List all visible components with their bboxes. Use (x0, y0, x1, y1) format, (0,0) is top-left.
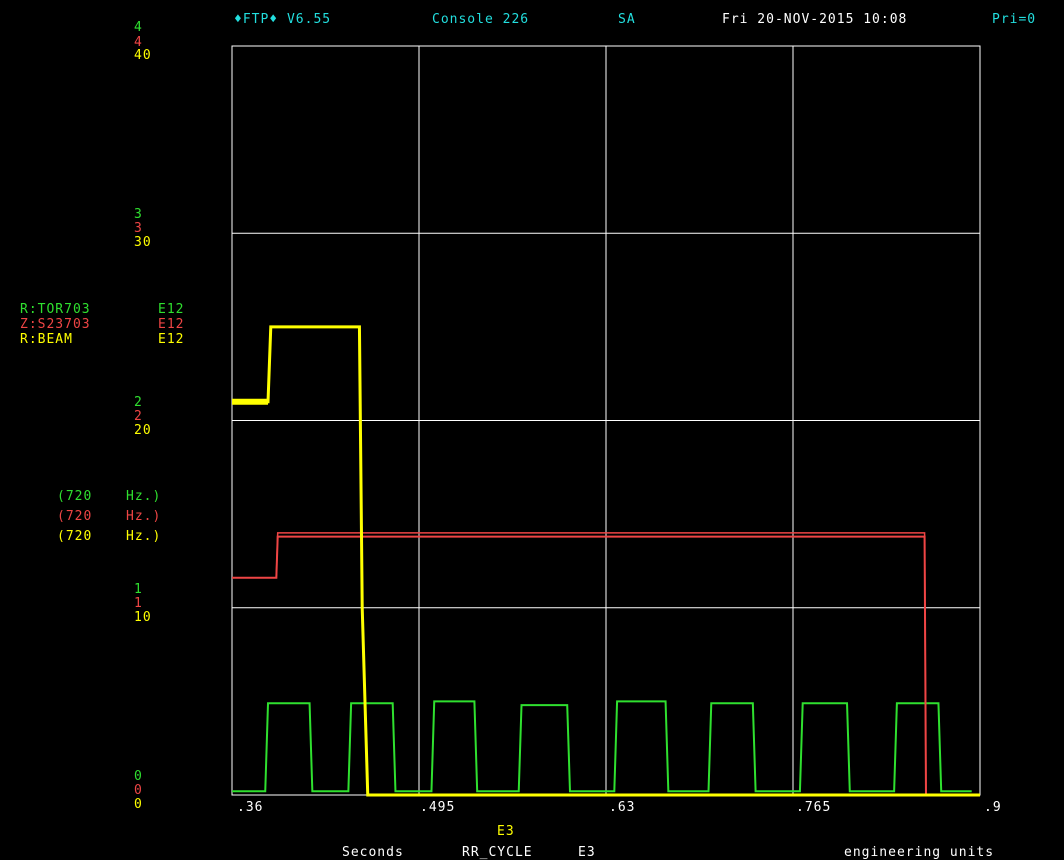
y-tick-yellow-10: 10 (134, 610, 152, 625)
x-tick-765: .765 (796, 800, 832, 815)
legend-unit-s23703: Hz.) (126, 509, 162, 524)
event-label: RR_CYCLE (462, 845, 533, 860)
y-tick-red-3: 3 (134, 221, 143, 236)
event-exponent: E3 (578, 845, 596, 860)
y-tick-yellow-30: 30 (134, 235, 152, 250)
y-tick-green-1: 1 (134, 582, 143, 597)
y-tick-green-4: 4 (134, 20, 143, 35)
legend-rate-tor703: (720 (57, 489, 93, 504)
legend-rate-beam: (720 (57, 529, 93, 544)
y-tick-green-0: 0 (134, 769, 143, 784)
legend-rate-s23703: (720 (57, 509, 93, 524)
y-tick-yellow-40: 40 (134, 48, 152, 63)
y-tick-red-2: 2 (134, 409, 143, 424)
app-title: ♦FTP♦ V6.55 (234, 12, 332, 27)
x-exponent: E3 (497, 824, 515, 839)
node-label: SA (618, 12, 636, 27)
x-tick-360: .36 (237, 800, 264, 815)
x-axis-label: Seconds (342, 845, 404, 860)
y-tick-red-4: 4 (134, 35, 143, 50)
y-tick-green-3: 3 (134, 207, 143, 222)
datetime-label: Fri 20-NOV-2015 10:08 (722, 12, 908, 27)
priority-label: Pri=0 (992, 12, 1037, 27)
legend-name-s23703: Z:S23703 (20, 317, 91, 332)
y-tick-yellow-0: 0 (134, 797, 143, 812)
console-label: Console 226 (432, 12, 530, 27)
legend-name-tor703: R:TOR703 (20, 302, 91, 317)
y-tick-yellow-20: 20 (134, 423, 152, 438)
series-r-beam-line (232, 325, 980, 797)
series-r-tor703-line (232, 700, 972, 793)
x-tick-495: .495 (420, 800, 456, 815)
legend-scale-s23703: E12 (158, 317, 185, 332)
y-tick-red-1: 1 (134, 596, 143, 611)
x-tick-630: .63 (609, 800, 636, 815)
units-label: engineering units (844, 845, 995, 860)
legend-scale-tor703: E12 (158, 302, 185, 317)
legend-unit-beam: Hz.) (126, 529, 162, 544)
legend-unit-tor703: Hz.) (126, 489, 162, 504)
y-tick-red-0: 0 (134, 783, 143, 798)
legend-scale-beam: E12 (158, 332, 185, 347)
y-tick-green-2: 2 (134, 395, 143, 410)
x-tick-900: .9 (984, 800, 1002, 815)
legend-name-beam: R:BEAM (20, 332, 73, 347)
